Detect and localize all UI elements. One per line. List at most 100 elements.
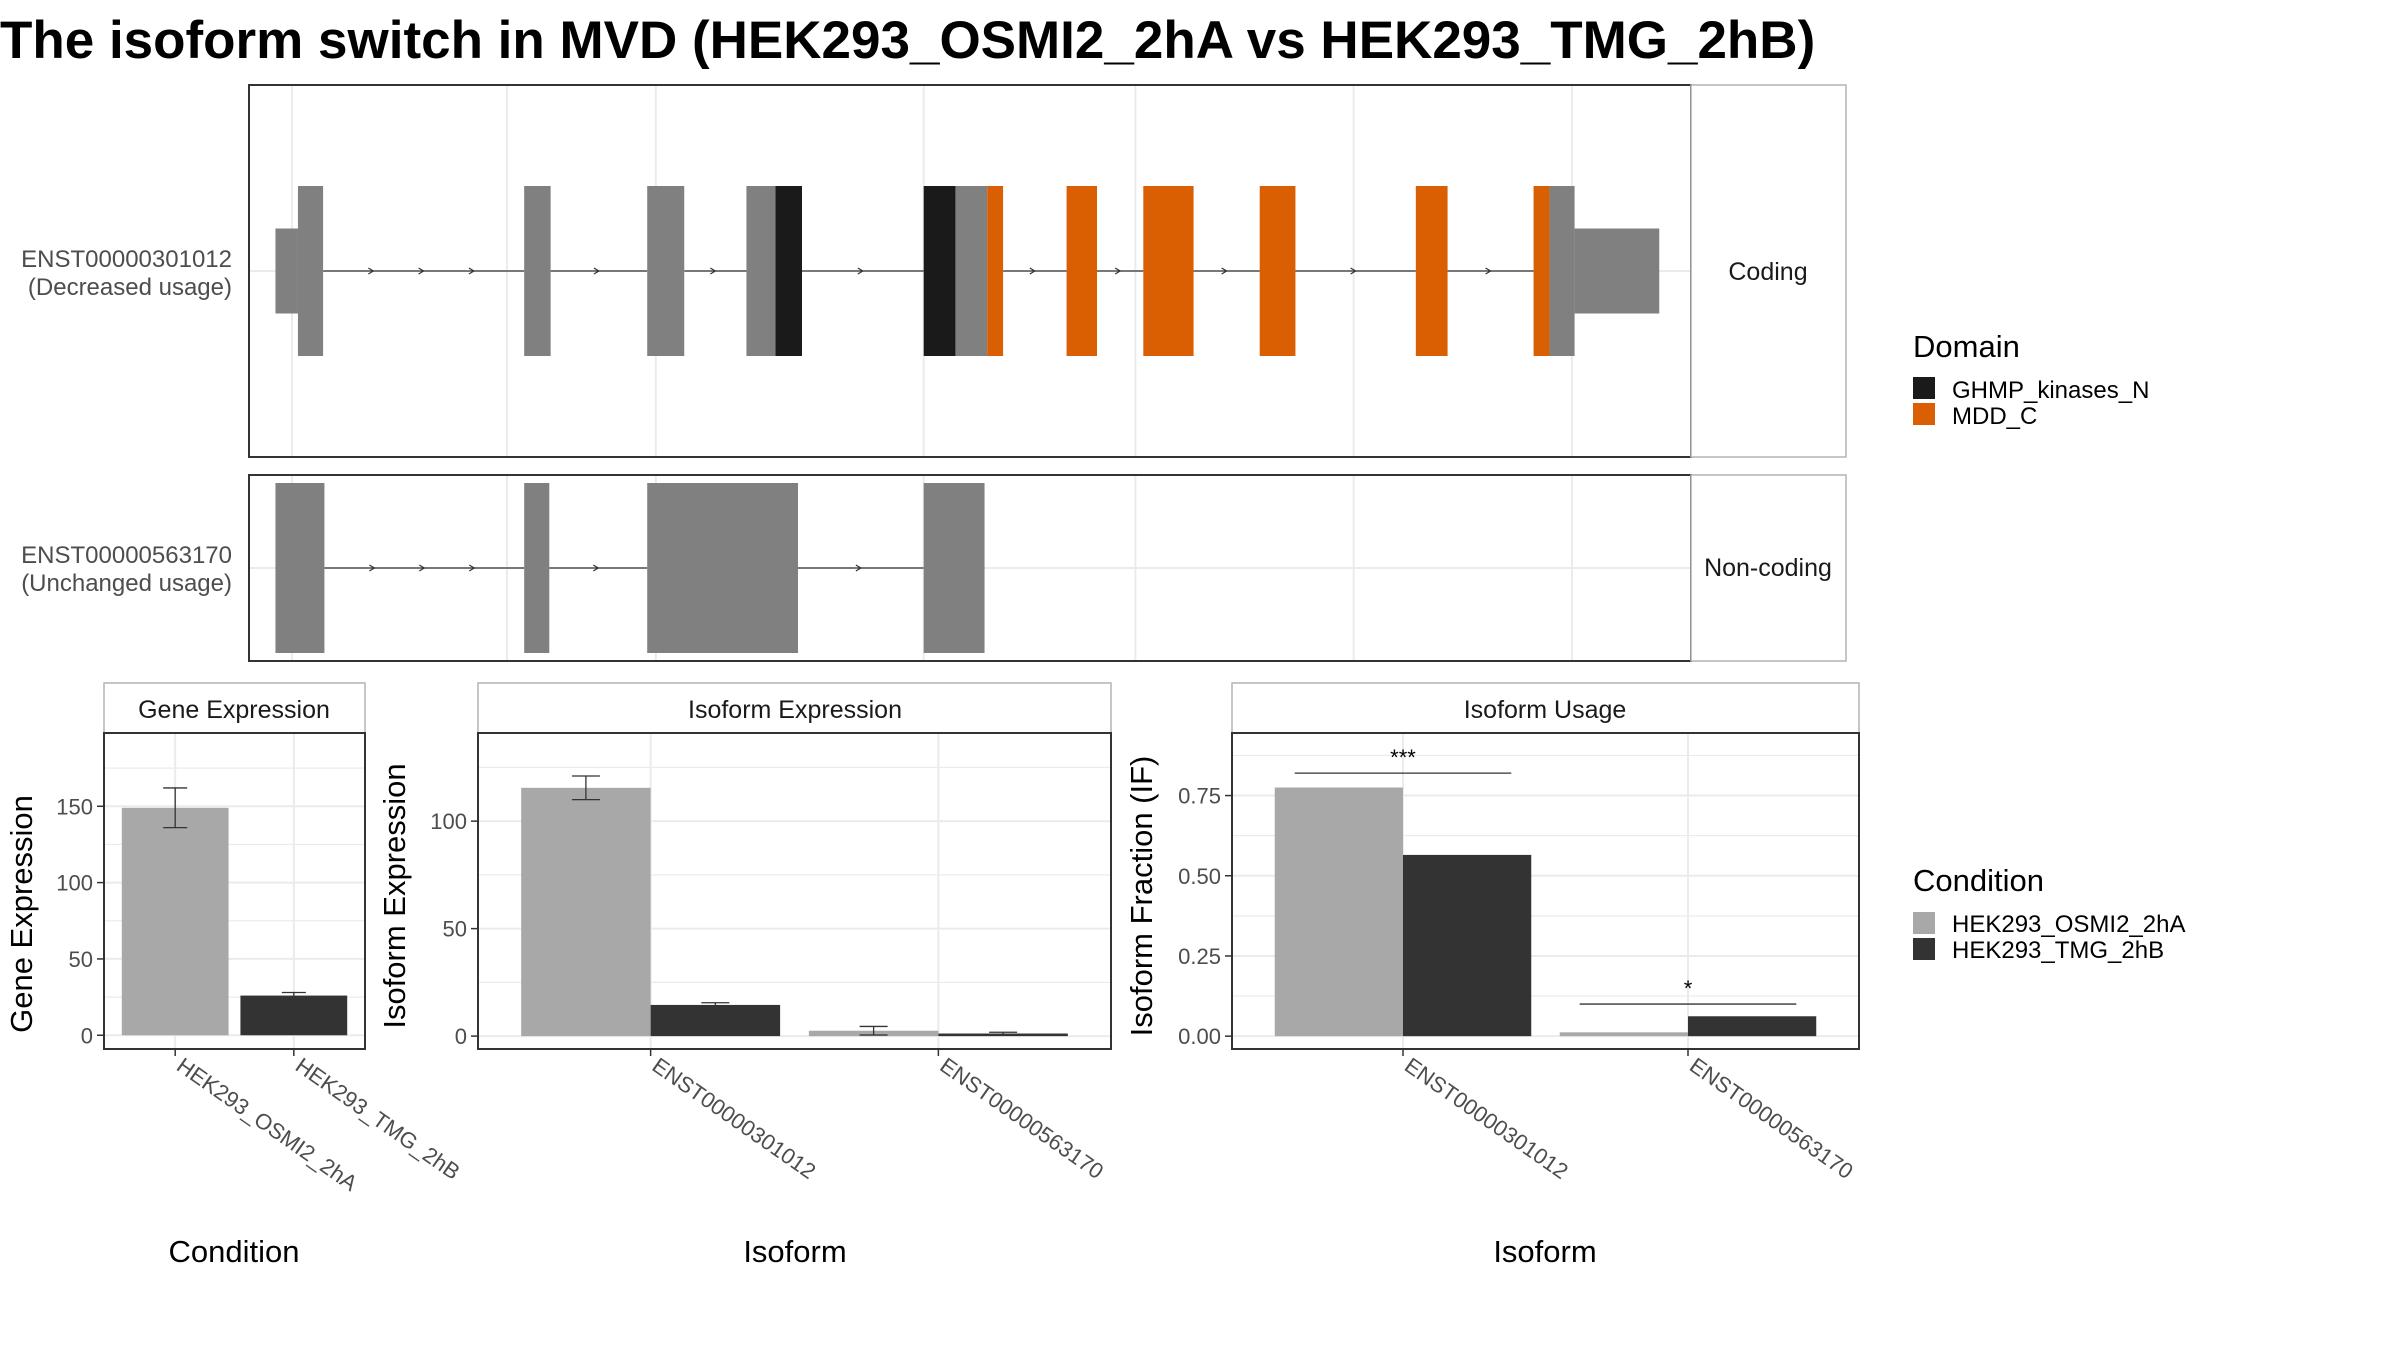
direction-arrow (1350, 267, 1357, 275)
exon-cds (1549, 186, 1575, 356)
exon-noncoding (524, 483, 550, 653)
legend-label-osmi2: HEK293_OSMI2_2hA (1952, 911, 2185, 938)
direction-arrow (855, 564, 863, 572)
x-axis-title: Condition (169, 1234, 300, 1269)
direction-arrow (418, 564, 426, 572)
isoform-expression-chart: Isoform Expression Isoform Isoform Expre… (377, 682, 1112, 1269)
domain-legend: Domain GHMP_kinases_N MDD_C (1913, 329, 2149, 430)
bar-osmi2 (121, 807, 229, 1036)
x-axis-title: Isoform (1493, 1234, 1596, 1269)
exon-GHMP_kinases_N (775, 186, 802, 356)
legend-swatch-tmg (1913, 938, 1935, 960)
legend-label-mdd: MDD_C (1952, 403, 2037, 430)
direction-arrow (710, 267, 717, 275)
bar-tmg (650, 1004, 781, 1037)
direction-arrow (1221, 267, 1228, 275)
direction-arrow (418, 267, 425, 275)
x-tick-label: ENST00000301012 (1400, 1053, 1573, 1184)
direction-arrow (369, 564, 376, 572)
x-tick-label: ENST00000301012 (648, 1053, 821, 1184)
direction-arrow (1029, 267, 1036, 275)
bar-osmi2 (1559, 1032, 1688, 1037)
domain-legend-title: Domain (1913, 329, 2020, 364)
direction-arrow (593, 267, 601, 275)
y-tick-label: 50 (69, 947, 93, 972)
plot-border (1231, 732, 1860, 1050)
condition-legend: Condition HEK293_OSMI2_2hA HEK293_TMG_2h… (1913, 863, 2185, 964)
bar-osmi2 (521, 787, 651, 1037)
y-tick-label: 0 (455, 1024, 467, 1049)
y-axis-title: Gene Expression (4, 795, 39, 1033)
x-tick-label: ENST00000563170 (1685, 1053, 1858, 1184)
x-axis: ENST00000301012 ENST00000563170 (648, 1049, 1108, 1184)
transcript-ENST00000301012 (275, 186, 1660, 356)
significance-label: *** (1390, 745, 1416, 770)
exon-cds (297, 186, 324, 356)
x-axis: ENST00000301012 ENST00000563170 (1400, 1049, 1858, 1184)
figure-title: The isoform switch in MVD (HEK293_OSMI2_… (0, 11, 1815, 70)
bars (121, 807, 348, 1036)
direction-arrow (468, 267, 476, 275)
exon-MDD_C (1259, 186, 1296, 356)
chart-title: Isoform Expression (688, 696, 902, 724)
facet-strip-noncoding (1690, 474, 1847, 662)
bar-tmg (240, 995, 348, 1036)
y-tick-label: 50 (443, 917, 467, 942)
bars (521, 787, 1068, 1037)
y-axis: 0 50 100 (430, 809, 478, 1049)
transcript-id-label: ENST00000301012 (21, 246, 232, 273)
y-axis-title: Isoform Expression (377, 763, 412, 1028)
y-axis: 0.00 0.25 0.50 0.75 (1178, 784, 1232, 1049)
exon-MDD_C (1533, 186, 1550, 356)
isoform-usage-chart: Isoform Usage Isoform Isoform Fraction (… (1124, 682, 1860, 1269)
significance-annotations: **** (1294, 745, 1797, 1005)
transcript-usage-label: (Decreased usage) (28, 274, 232, 301)
significance-label: * (1684, 976, 1693, 1001)
legend-label-tmg: HEK293_TMG_2hB (1952, 937, 2164, 964)
exon-utr (1574, 228, 1660, 314)
bar-osmi2 (1274, 787, 1403, 1037)
exon-cds (746, 186, 776, 356)
facet-strip-coding (1690, 84, 1847, 458)
exon-cds (524, 186, 551, 356)
y-tick-label: 100 (56, 871, 93, 896)
legend-swatch-mdd (1913, 403, 1935, 425)
exon-MDD_C (1415, 186, 1448, 356)
exon-MDD_C (987, 186, 1004, 356)
transcript-ENST00000563170 (275, 483, 985, 653)
y-tick-label: 100 (430, 809, 467, 834)
x-axis-title: Isoform (743, 1234, 846, 1269)
error-bars (571, 775, 1018, 1036)
direction-arrow (1114, 267, 1122, 275)
exon-MDD_C (1143, 186, 1194, 356)
legend-label-ghmp: GHMP_kinases_N (1952, 377, 2149, 404)
legend-swatch-osmi2 (1913, 912, 1935, 934)
bar-tmg (1403, 854, 1532, 1037)
y-tick-label: 0 (81, 1023, 93, 1048)
direction-arrow (468, 564, 476, 572)
chart-strip (477, 682, 1112, 734)
exon-noncoding (647, 483, 799, 653)
transcript-structure-panel: Coding ENST00000301012 (Decreased usage)… (21, 84, 1847, 662)
y-tick-label: 0.25 (1178, 944, 1221, 969)
direction-arrow (592, 564, 600, 572)
bars (1274, 787, 1817, 1037)
condition-legend-title: Condition (1913, 863, 2044, 898)
exon-noncoding (275, 483, 325, 653)
y-axis-title: Isoform Fraction (IF) (1124, 756, 1159, 1037)
error-bars (163, 787, 306, 1000)
y-tick-label: 0.00 (1178, 1024, 1221, 1049)
chart-strip (1231, 682, 1860, 734)
facet-label-coding: Coding (1728, 258, 1807, 286)
direction-arrow (1485, 267, 1492, 275)
bar-tmg (1688, 1016, 1817, 1037)
exon-cds (955, 186, 988, 356)
y-tick-label: 150 (56, 794, 93, 819)
legend-swatch-ghmp (1913, 377, 1935, 399)
chart-title: Gene Expression (138, 696, 330, 724)
x-tick-label: ENST00000563170 (935, 1053, 1108, 1184)
transcript-usage-label: (Unchanged usage) (21, 570, 232, 597)
y-tick-label: 0.75 (1178, 784, 1221, 809)
